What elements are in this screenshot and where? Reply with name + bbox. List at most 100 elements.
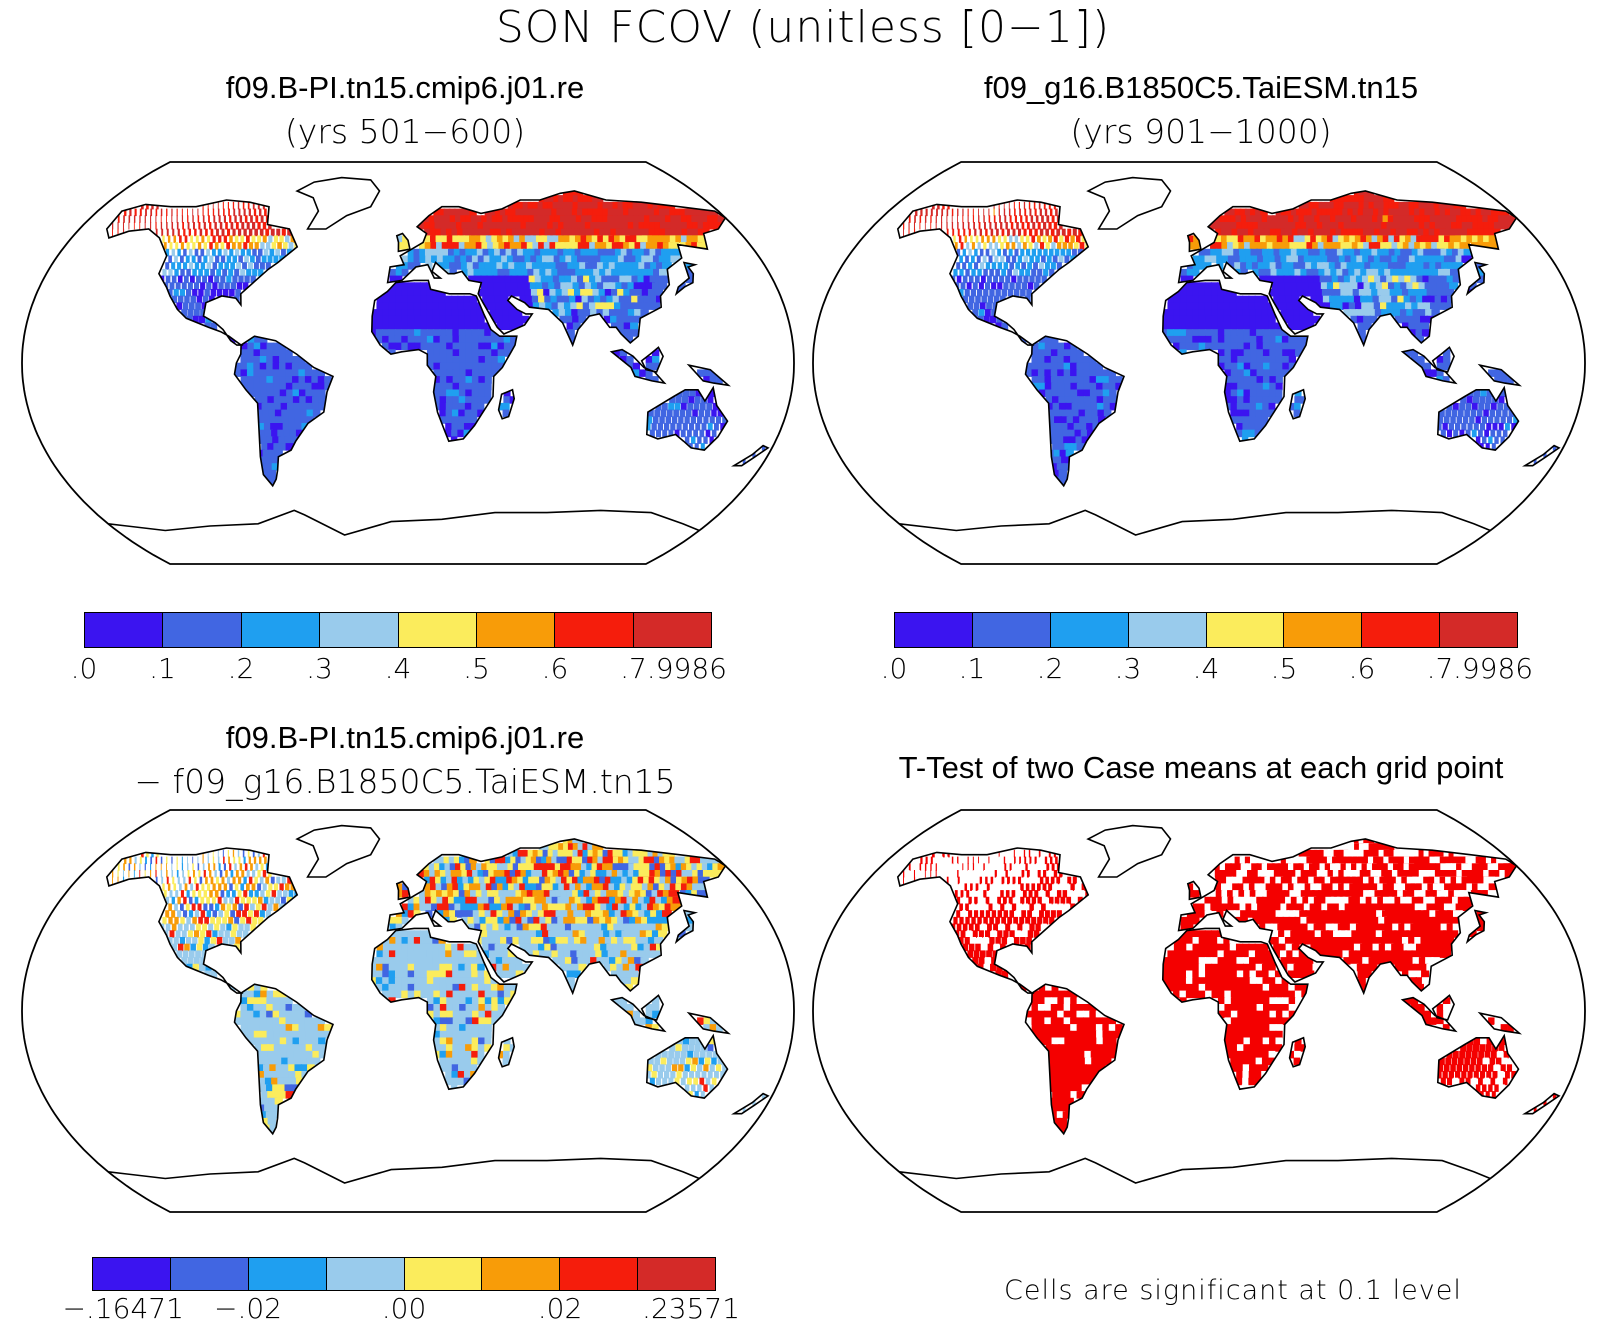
map-panel-case2: [812, 161, 1586, 565]
coastline-uk: [395, 880, 411, 901]
colorbar-swatch: [1128, 613, 1207, 647]
coastline-borneo: [640, 346, 664, 373]
colorbar-tick-label: .3: [306, 652, 333, 685]
coastline-nz: [1522, 444, 1561, 467]
coastline-newGuinea: [686, 1011, 732, 1035]
colorbar-tick-label: .2: [227, 652, 255, 685]
land-field: [112, 188, 766, 485]
panel1-title: f09.B-PI.tn15.cmip6.j01.re: [225, 70, 585, 105]
panel1-subtitle: (yrs 501−600): [284, 112, 526, 151]
coastline-nz: [731, 444, 770, 467]
coastline-newGuinea: [686, 363, 732, 387]
map-border: [21, 161, 795, 565]
map-panel-case1: [21, 161, 795, 565]
coastline-madagascar: [1288, 388, 1307, 420]
coastline-japan: [674, 909, 699, 945]
colorbar-difference-ticks: −.16471 −.02 .00 .02 .23571: [62, 1292, 740, 1326]
colorbar-swatch: [170, 1258, 249, 1290]
coastline-greenland: [295, 176, 381, 230]
coastline-australia: [645, 385, 729, 451]
colorbar-swatch: [972, 613, 1051, 647]
coastline-antarctica: [108, 1157, 700, 1184]
colorbar-tick-label: −.16471: [62, 1292, 184, 1325]
coastline-madagascar: [497, 1036, 516, 1068]
map-border: [812, 161, 1586, 565]
coastline-newGuinea: [1477, 363, 1523, 387]
coastline-africa: [1161, 279, 1309, 443]
colorbar-tick-label: .0: [880, 652, 908, 685]
panel3-title: f09.B-PI.tn15.cmip6.j01.re: [225, 720, 585, 755]
coastline-greenland: [295, 824, 381, 878]
colorbar-tick-label: .7: [1426, 652, 1454, 685]
coastline-japan: [1465, 261, 1490, 297]
land-field: [903, 836, 1557, 1133]
colorbar-swatch: [1362, 613, 1441, 647]
colorbar-swatch: [404, 1258, 483, 1290]
colorbar-tick-label: .00: [381, 1292, 427, 1325]
coastline-australia: [1436, 1033, 1520, 1099]
colorbar-tick-label: .3: [1114, 652, 1142, 685]
colorbar-tick-label: .4: [1192, 652, 1220, 685]
coastline-nz: [731, 1092, 770, 1115]
coastline-uk: [1186, 880, 1202, 901]
coastline-southAmerica: [1024, 335, 1126, 488]
colorbar-tick-label: .1: [149, 652, 176, 685]
coastline-indonesia: [609, 348, 667, 385]
map-panel-difference: [21, 809, 795, 1213]
colorbar-tick-label: .6: [1348, 652, 1376, 685]
colorbar-case1: [84, 612, 712, 648]
coastline-africa: [370, 927, 518, 1091]
colorbar-swatch: [633, 613, 711, 647]
coastline-southAmerica: [1024, 983, 1126, 1136]
colorbar-swatch: [320, 613, 399, 647]
colorbar-tick-label: −.02: [214, 1292, 282, 1325]
coastline-uk: [1186, 232, 1202, 253]
coastline-australia: [1436, 385, 1520, 451]
coastline-borneo: [1431, 994, 1455, 1021]
coastline-eurasia: [1177, 838, 1518, 996]
coastline-antarctica: [899, 509, 1491, 536]
colorbar-tick-label: .0: [70, 652, 98, 685]
coastline-antarctica: [108, 509, 700, 536]
colorbar-swatch: [326, 1258, 405, 1290]
colorbar-tick-label: .9986: [1452, 652, 1534, 685]
panel2-title: f09_g16.B1850C5.TaiESM.tn15: [983, 70, 1419, 105]
colorbar-case1-ticks: .0 .1 .2 .3 .4 .5 .6 .7.9986: [71, 652, 727, 688]
coastline-madagascar: [497, 388, 516, 420]
coastline-northAmerica: [896, 199, 1090, 346]
colorbar-swatch: [241, 613, 321, 647]
colorbar-swatch: [398, 613, 477, 647]
coastline-nz: [1522, 1092, 1561, 1115]
coastline-australia: [645, 1033, 729, 1099]
coastline-antarctica: [899, 1157, 1491, 1184]
colorbar-tick-label: .4: [384, 652, 412, 685]
coastline-japan: [1465, 909, 1490, 945]
colorbar-swatch: [85, 613, 164, 647]
colorbar-case2: [894, 612, 1518, 648]
map-panel-ttest: [812, 809, 1586, 1213]
colorbar-case2-ticks: .0 .1 .2 .3 .4 .5 .6 .7.9986: [881, 652, 1533, 688]
colorbar-tick-label: .5: [1270, 652, 1298, 685]
coastline-indonesia: [609, 996, 667, 1033]
coastline-africa: [1161, 927, 1309, 1091]
map-border: [812, 809, 1586, 1213]
colorbar-tick-label: .9986: [646, 652, 727, 685]
colorbar-swatch: [555, 613, 634, 647]
colorbar-swatch: [1284, 613, 1363, 647]
colorbar-tick-label: .1: [958, 652, 986, 685]
coastline-eurasia: [386, 838, 727, 996]
coastline-northAmerica: [105, 199, 299, 346]
panel3-subtitle: − f09_g16.B1850C5.TaiESM.tn15: [134, 762, 676, 801]
colorbar-difference: [92, 1257, 716, 1291]
colorbar-tick-label: .5: [463, 652, 490, 685]
colorbar-swatch: [1050, 613, 1129, 647]
coastline-eurasia: [386, 190, 727, 348]
coastline-northAmerica: [105, 847, 299, 994]
significance-note: Cells are significant at 0.1 level: [1004, 1275, 1462, 1306]
colorbar-swatch: [476, 613, 556, 647]
colorbar-swatch: [560, 1258, 639, 1290]
figure-title: SON FCOV (unitless [0−1]): [495, 2, 1111, 53]
coastline-borneo: [1431, 346, 1455, 373]
colorbar-tick-label: .2: [1036, 652, 1064, 685]
coastline-newGuinea: [1477, 1011, 1523, 1035]
